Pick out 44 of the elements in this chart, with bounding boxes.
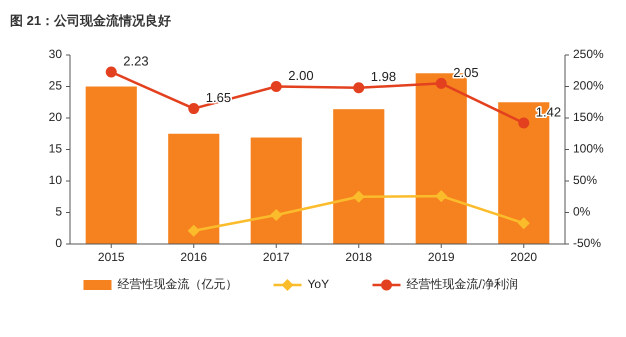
x-tick-label: 2020 xyxy=(510,250,538,264)
y-tick-label: 5 xyxy=(55,204,62,219)
x-tick-label: 2019 xyxy=(428,250,455,264)
y2-tick-label: 150% xyxy=(573,110,604,124)
y-tick-label: 25 xyxy=(48,78,62,93)
point xyxy=(435,190,448,202)
point xyxy=(188,103,200,114)
y-tick-label: 0 xyxy=(55,236,62,250)
point xyxy=(270,209,282,222)
x-tick-label: 2015 xyxy=(98,250,125,264)
point xyxy=(270,81,282,92)
y-tick-label: 20 xyxy=(48,110,62,124)
point xyxy=(106,66,117,78)
point xyxy=(518,118,530,129)
data-label: 2.05 xyxy=(453,64,479,80)
y2-tick-label: 100% xyxy=(573,142,604,156)
legend-label: 经营性现金流/净利润 xyxy=(406,277,518,292)
y2-tick-label: -50% xyxy=(573,236,602,250)
y-tick-label: 15 xyxy=(48,142,62,156)
x-tick-label: 2018 xyxy=(345,250,372,264)
x-tick-label: 2016 xyxy=(180,250,208,264)
y2-tick-label: 0% xyxy=(573,204,591,219)
point xyxy=(518,217,530,230)
legend-label: YoY xyxy=(308,277,330,292)
data-label: 2.23 xyxy=(123,53,149,68)
y-tick-label: 10 xyxy=(48,173,62,188)
legend-label: 经营性现金流（亿元） xyxy=(118,277,238,292)
data-label: 1.65 xyxy=(206,90,232,105)
data-label: 2.00 xyxy=(288,68,314,83)
point xyxy=(352,190,365,203)
point xyxy=(436,78,447,89)
y2-tick-label: 250% xyxy=(573,47,604,62)
x-tick-label: 2017 xyxy=(262,250,290,264)
bar xyxy=(250,138,302,244)
y-tick-label: 30 xyxy=(48,47,62,62)
data-label: 1.98 xyxy=(370,69,396,84)
point xyxy=(188,224,200,237)
bar xyxy=(168,134,220,244)
y2-tick-label: 50% xyxy=(573,173,598,188)
point xyxy=(353,82,364,94)
bar xyxy=(86,86,137,244)
bar xyxy=(333,109,384,244)
chart-title: 图 21：公司现金流情况良好 xyxy=(10,13,172,28)
y2-tick-label: 200% xyxy=(573,78,604,93)
